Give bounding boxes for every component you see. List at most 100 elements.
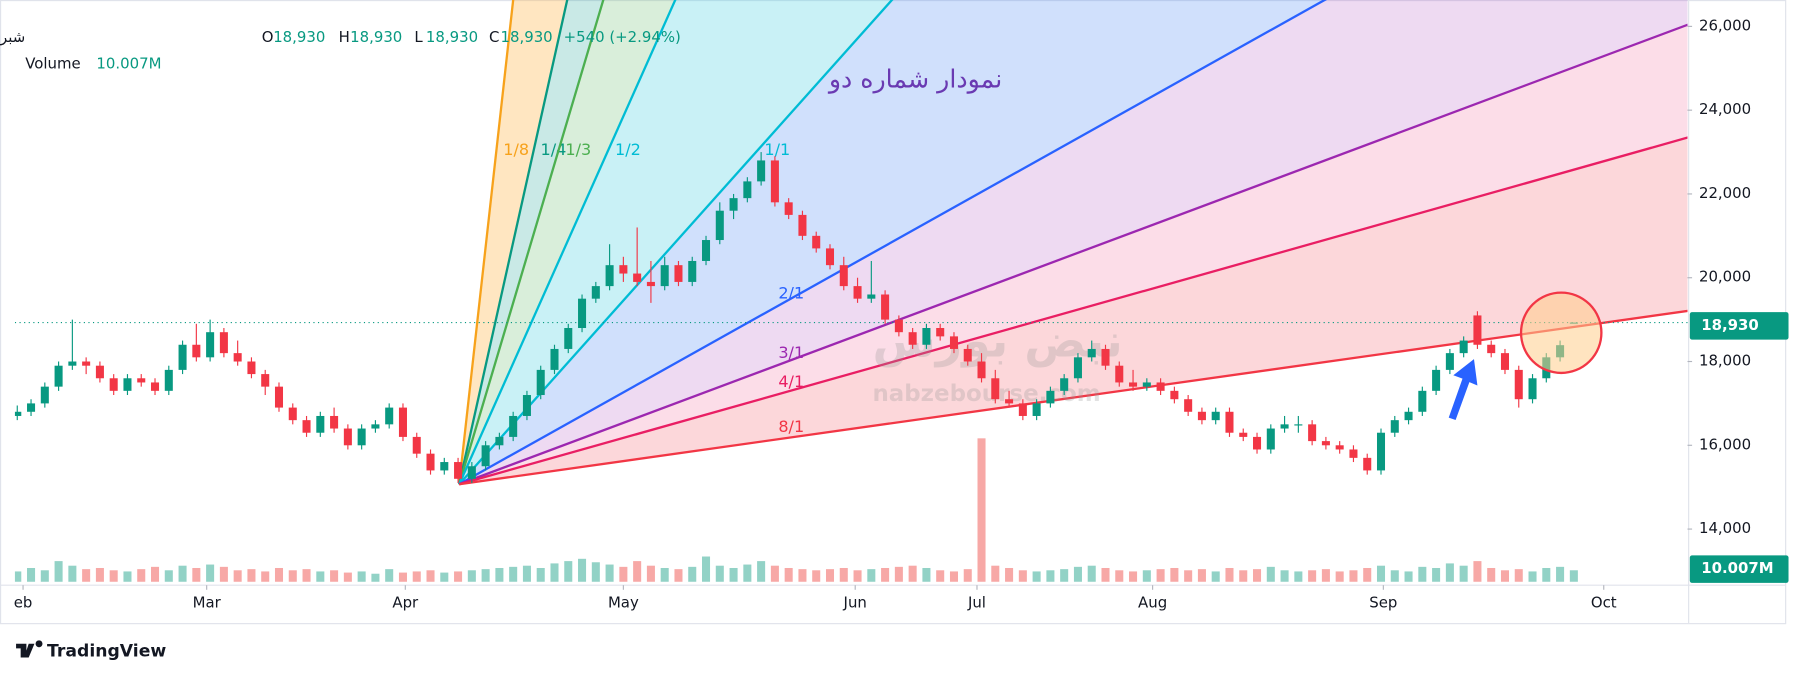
candle-body <box>1266 428 1275 450</box>
price-tag-bg <box>1689 312 1789 340</box>
candle-body <box>660 265 669 287</box>
candle-body <box>743 181 752 199</box>
ohlc-value: 18,930 <box>501 28 553 46</box>
candle-body <box>1060 378 1069 391</box>
candle-body <box>867 294 876 299</box>
symbol-title: شبریز-پالایش نفت تبریز, 1D, بورس <box>0 28 25 46</box>
candle-body <box>233 353 242 362</box>
volume-bar <box>743 564 752 582</box>
candle-body <box>1115 365 1124 383</box>
volume-bar <box>591 562 600 582</box>
volume-bar <box>908 565 917 582</box>
x-tick-label: May <box>608 594 639 612</box>
volume-bar <box>991 565 1000 582</box>
annotation: نمودار شماره دو <box>827 64 1002 94</box>
candle-body <box>1376 432 1386 471</box>
volume-bar <box>1349 570 1358 582</box>
volume-bar <box>454 571 463 582</box>
x-tick-label: eb <box>14 594 33 612</box>
volume-bar <box>1459 565 1468 582</box>
volume-bar <box>233 570 242 582</box>
candle-body <box>729 198 738 211</box>
candle-body <box>1046 390 1055 404</box>
volume-bar <box>715 565 724 582</box>
volume-bar <box>1156 569 1165 582</box>
ohlc-value: 18,930 <box>273 28 325 46</box>
brand-logo <box>16 640 43 658</box>
candle-body <box>578 298 587 328</box>
y-tick-label: 20,000 <box>1699 268 1751 286</box>
candle-body <box>949 336 958 349</box>
arrow <box>1448 359 1478 420</box>
candle-body <box>1294 424 1303 426</box>
volume-bar <box>1142 570 1151 582</box>
candle-body <box>495 436 504 446</box>
volume-bar <box>1005 567 1014 582</box>
candle-body <box>853 286 862 299</box>
volume-bar <box>949 571 958 582</box>
volume-bar <box>1542 567 1551 582</box>
volume-label: Volume <box>25 54 80 72</box>
volume-bar <box>1087 565 1096 582</box>
volume-bar <box>757 561 766 582</box>
candle-body <box>963 348 972 362</box>
candle-body <box>633 273 642 282</box>
volume-bar <box>1528 571 1537 582</box>
volume-bar <box>274 567 284 582</box>
candle-body <box>1500 353 1509 370</box>
candle-body <box>564 327 573 349</box>
volume-bar <box>40 570 49 582</box>
candle-body <box>757 160 766 182</box>
volume-bar <box>398 572 407 582</box>
candle-body <box>385 407 394 425</box>
volume-bar <box>839 567 848 582</box>
candle-body <box>95 365 104 379</box>
candle-body <box>591 286 600 299</box>
volume-bar <box>357 571 366 582</box>
fan-line <box>458 23 1688 486</box>
candle-body <box>1514 369 1523 400</box>
candle-body <box>454 462 463 479</box>
candle-body <box>894 319 903 333</box>
volume-bar <box>385 569 394 582</box>
candle-body <box>1335 445 1344 450</box>
candle-body <box>123 378 132 391</box>
candle-body <box>1349 449 1358 458</box>
volume-bar <box>825 569 835 582</box>
fan-label: 1/1 <box>764 140 790 159</box>
ohlc-key: C <box>489 28 499 46</box>
volume-bar <box>371 573 380 582</box>
candle-body <box>1101 348 1110 366</box>
ohlc-value: 18,930 <box>426 28 478 46</box>
price-tag: 18,930 <box>1701 316 1759 334</box>
candle-body <box>137 378 146 383</box>
candle-body <box>1005 399 1014 404</box>
candle-body <box>302 420 311 433</box>
volume-bar <box>68 565 77 582</box>
volume-bar <box>123 571 132 582</box>
candle-body <box>1087 348 1096 358</box>
volume-bar <box>784 567 793 582</box>
candle-body <box>702 240 711 261</box>
volume-bar <box>702 556 711 582</box>
volume-tag: 10.007M <box>1701 559 1773 577</box>
volume-bar <box>1514 569 1523 582</box>
volume-bar <box>853 570 862 582</box>
volume-bar <box>440 572 449 582</box>
volume-bar <box>729 567 738 582</box>
volume-bar <box>481 569 490 582</box>
fan-label: 1/3 <box>565 140 591 159</box>
volume-bar <box>247 569 256 582</box>
volume-bar <box>1129 571 1138 582</box>
volume-bar <box>1418 566 1427 582</box>
candle-body <box>991 378 1000 400</box>
volume-bar <box>619 566 628 582</box>
x-tick-label: Oct <box>1591 594 1617 612</box>
volume-bar <box>1073 566 1082 582</box>
ohlc-legend: O 18,930 H 18,930 L 18,930 C 18,930 +540 (+2.94%… <box>262 28 681 46</box>
candle-body <box>192 344 201 358</box>
volume-bar <box>1487 567 1496 582</box>
candle-body <box>825 248 835 266</box>
candle-body <box>798 214 807 236</box>
volume-bar <box>1335 571 1344 582</box>
